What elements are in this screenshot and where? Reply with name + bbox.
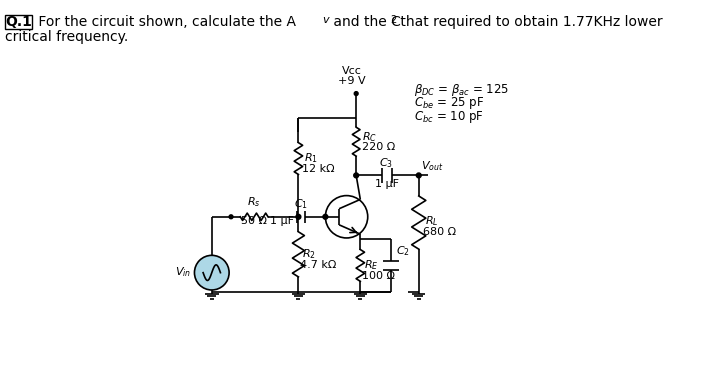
Text: 680 Ω: 680 Ω: [423, 227, 456, 237]
Text: $R_E$: $R_E$: [364, 259, 379, 272]
Text: 50 Ω: 50 Ω: [241, 216, 267, 226]
Circle shape: [354, 92, 358, 95]
Text: 220 Ω: 220 Ω: [362, 142, 395, 152]
Text: $C_1$: $C_1$: [294, 197, 308, 211]
Text: critical frequency.: critical frequency.: [5, 30, 128, 44]
Text: $R_C$: $R_C$: [362, 130, 377, 144]
Text: $C_3$: $C_3$: [379, 156, 392, 170]
Circle shape: [416, 173, 421, 178]
Text: $C_{bc}$ = 10 pF: $C_{bc}$ = 10 pF: [414, 109, 484, 125]
Text: $C_2$: $C_2$: [396, 244, 410, 257]
Text: $R_L$: $R_L$: [425, 214, 438, 228]
Text: +9 V: +9 V: [338, 76, 365, 86]
Text: 100 Ω: 100 Ω: [362, 271, 395, 281]
Text: $V_{out}$: $V_{out}$: [420, 160, 444, 173]
Text: 1 μF: 1 μF: [375, 179, 400, 189]
Text: $\beta_{DC}$ = $\beta_{ac}$ = 125: $\beta_{DC}$ = $\beta_{ac}$ = 125: [414, 82, 509, 98]
Circle shape: [323, 214, 328, 219]
Text: that required to obtain 1.77KHz lower: that required to obtain 1.77KHz lower: [396, 14, 662, 29]
Text: $C_{be}$ = 25 pF: $C_{be}$ = 25 pF: [414, 95, 485, 112]
Text: and the C: and the C: [329, 14, 401, 29]
Text: v: v: [323, 14, 329, 24]
Circle shape: [296, 214, 301, 219]
Text: 4.7 kΩ: 4.7 kΩ: [300, 260, 337, 270]
Text: For the circuit shown, calculate the A: For the circuit shown, calculate the A: [34, 14, 296, 29]
Text: $R_2$: $R_2$: [302, 247, 316, 261]
Text: $V_{in}$: $V_{in}$: [176, 266, 192, 279]
Text: Vcc: Vcc: [341, 66, 361, 76]
Circle shape: [194, 255, 229, 290]
Text: $R_1$: $R_1$: [304, 152, 318, 165]
Text: $R_s$: $R_s$: [248, 195, 261, 209]
Circle shape: [354, 173, 359, 178]
Circle shape: [229, 215, 233, 219]
Text: 1 μF: 1 μF: [270, 217, 294, 226]
Text: 2: 2: [390, 14, 396, 24]
Text: 12 kΩ: 12 kΩ: [302, 164, 335, 174]
Text: Q.1: Q.1: [5, 14, 32, 29]
